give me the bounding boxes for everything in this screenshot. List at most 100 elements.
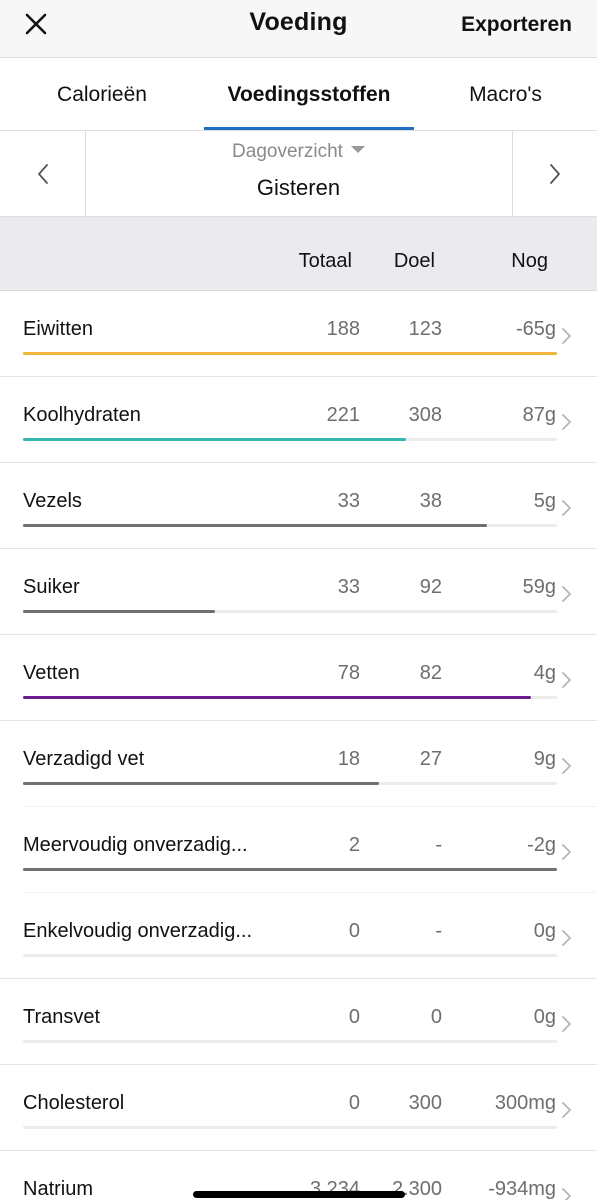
nutrient-name: Suiker bbox=[23, 576, 80, 598]
nutrient-row[interactable]: Verzadigd vet 18 27 9g bbox=[0, 721, 597, 807]
nutrient-remaining: 59g bbox=[522, 576, 556, 598]
chevron-right-icon bbox=[562, 414, 571, 430]
progress-track bbox=[23, 524, 557, 527]
nutrient-total: 78 bbox=[337, 662, 360, 684]
nutrient-row[interactable]: Vezels 33 38 5g bbox=[0, 463, 597, 549]
row-divider bbox=[0, 634, 597, 635]
row-divider bbox=[0, 1064, 597, 1065]
next-day-button[interactable] bbox=[512, 131, 597, 217]
nutrient-goal: 300 bbox=[408, 1092, 442, 1114]
nutrient-name: Vezels bbox=[23, 490, 82, 512]
tab-calories[interactable]: Calorieën bbox=[57, 82, 147, 106]
active-tab-indicator bbox=[204, 127, 414, 130]
progress-track bbox=[23, 1126, 557, 1129]
nutrient-row[interactable]: Meervoudig onverzadig... 2 - -2g bbox=[0, 807, 597, 893]
tab-nutrients[interactable]: Voedingsstoffen bbox=[227, 82, 391, 106]
nutrient-total: 188 bbox=[326, 318, 360, 340]
progress-track bbox=[23, 610, 557, 613]
top-bar: Voeding Exporteren bbox=[0, 0, 597, 58]
dropdown-caret-icon bbox=[350, 146, 365, 154]
nutrient-remaining: 87g bbox=[522, 404, 556, 426]
nutrient-name: Meervoudig onverzadig... bbox=[23, 834, 248, 856]
selected-date: Gisteren bbox=[256, 175, 341, 200]
nutrient-remaining: 300mg bbox=[494, 1092, 556, 1114]
nutrient-remaining: -65g bbox=[515, 318, 556, 340]
column-total: Totaal bbox=[298, 250, 352, 272]
view-mode-dropdown[interactable]: Dagoverzicht bbox=[0, 141, 597, 163]
nutrient-total: 221 bbox=[326, 404, 360, 426]
nutrient-name: Cholesterol bbox=[23, 1092, 125, 1114]
nutrient-row[interactable]: Cholesterol 0 300 300mg bbox=[0, 1065, 597, 1151]
chevron-right-icon bbox=[562, 844, 571, 860]
nutrient-remaining: -2g bbox=[527, 834, 556, 856]
chevron-right-icon bbox=[562, 1016, 571, 1032]
chevron-right-icon bbox=[562, 586, 571, 602]
progress-fill bbox=[23, 438, 407, 441]
nutrient-goal: 0 bbox=[430, 1006, 442, 1028]
chevron-right-icon bbox=[550, 164, 560, 184]
row-divider bbox=[23, 806, 597, 807]
nutrient-name: Enkelvoudig onverzadig... bbox=[23, 920, 253, 942]
nutrient-goal: - bbox=[435, 920, 442, 942]
close-button[interactable] bbox=[18, 6, 54, 42]
tab-bar: Calorieën Voedingsstoffen Macro's bbox=[0, 58, 597, 131]
chevron-right-icon bbox=[562, 1188, 571, 1200]
progress-track bbox=[23, 868, 557, 871]
nutrient-row[interactable]: Enkelvoudig onverzadig... 0 - 0g bbox=[0, 893, 597, 979]
nutrient-name: Vetten bbox=[23, 662, 80, 684]
progress-fill bbox=[23, 524, 487, 527]
nutrient-goal: 27 bbox=[419, 748, 442, 770]
column-goal: Doel bbox=[393, 250, 435, 272]
nutrient-row[interactable]: Eiwitten 188 123 -65g bbox=[0, 291, 597, 377]
nutrient-total: 2 bbox=[348, 834, 360, 856]
nutrient-goal: 38 bbox=[419, 490, 442, 512]
progress-track bbox=[23, 954, 557, 957]
nutrient-remaining: 0g bbox=[533, 1006, 556, 1028]
nutrient-row[interactable]: Vetten 78 82 4g bbox=[0, 635, 597, 721]
view-mode-label: Dagoverzicht bbox=[232, 141, 343, 162]
nutrient-row[interactable]: Koolhydraten 221 308 87g bbox=[0, 377, 597, 463]
nutrient-total: 0 bbox=[348, 1092, 360, 1114]
row-divider bbox=[0, 978, 597, 979]
progress-track bbox=[23, 1040, 557, 1043]
progress-fill bbox=[23, 868, 557, 871]
row-divider bbox=[0, 548, 597, 549]
row-divider bbox=[0, 720, 597, 721]
previous-day-button[interactable] bbox=[0, 131, 86, 217]
nutrient-total: 0 bbox=[348, 920, 360, 942]
row-divider bbox=[0, 376, 597, 377]
nutrient-name: Eiwitten bbox=[23, 318, 94, 340]
nutrient-name: Verzadigd vet bbox=[23, 748, 145, 770]
progress-fill bbox=[23, 352, 557, 355]
chevron-right-icon bbox=[562, 930, 571, 946]
home-indicator bbox=[193, 1191, 405, 1198]
column-remaining: Nog bbox=[511, 250, 548, 272]
chevron-right-icon bbox=[562, 672, 571, 688]
nutrient-goal: 308 bbox=[408, 404, 442, 426]
chevron-right-icon bbox=[562, 328, 571, 344]
nutrient-name: Transvet bbox=[23, 1006, 101, 1028]
row-divider bbox=[0, 1150, 597, 1151]
nutrient-total: 33 bbox=[337, 490, 360, 512]
column-header: Totaal Doel Nog bbox=[0, 217, 597, 291]
nutrient-goal: 92 bbox=[419, 576, 442, 598]
nutrient-row[interactable]: Suiker 33 92 59g bbox=[0, 549, 597, 635]
row-divider bbox=[0, 462, 597, 463]
nutrient-remaining: 4g bbox=[533, 662, 556, 684]
nutrient-total: 0 bbox=[348, 1006, 360, 1028]
nutrient-row[interactable]: Transvet 0 0 0g bbox=[0, 979, 597, 1065]
nutrient-name: Koolhydraten bbox=[23, 404, 141, 426]
nutrient-remaining: 5g bbox=[533, 490, 556, 512]
chevron-left-icon bbox=[37, 164, 48, 184]
nutrient-total: 33 bbox=[337, 576, 360, 598]
row-divider bbox=[23, 892, 597, 893]
nutrient-goal: 82 bbox=[419, 662, 442, 684]
progress-fill bbox=[23, 782, 380, 785]
progress-track bbox=[23, 352, 557, 355]
nutrient-total: 18 bbox=[337, 748, 360, 770]
export-button[interactable]: Exporteren bbox=[461, 13, 572, 36]
progress-fill bbox=[23, 696, 531, 699]
chevron-right-icon bbox=[562, 758, 571, 774]
tab-macros[interactable]: Macro's bbox=[469, 82, 542, 106]
